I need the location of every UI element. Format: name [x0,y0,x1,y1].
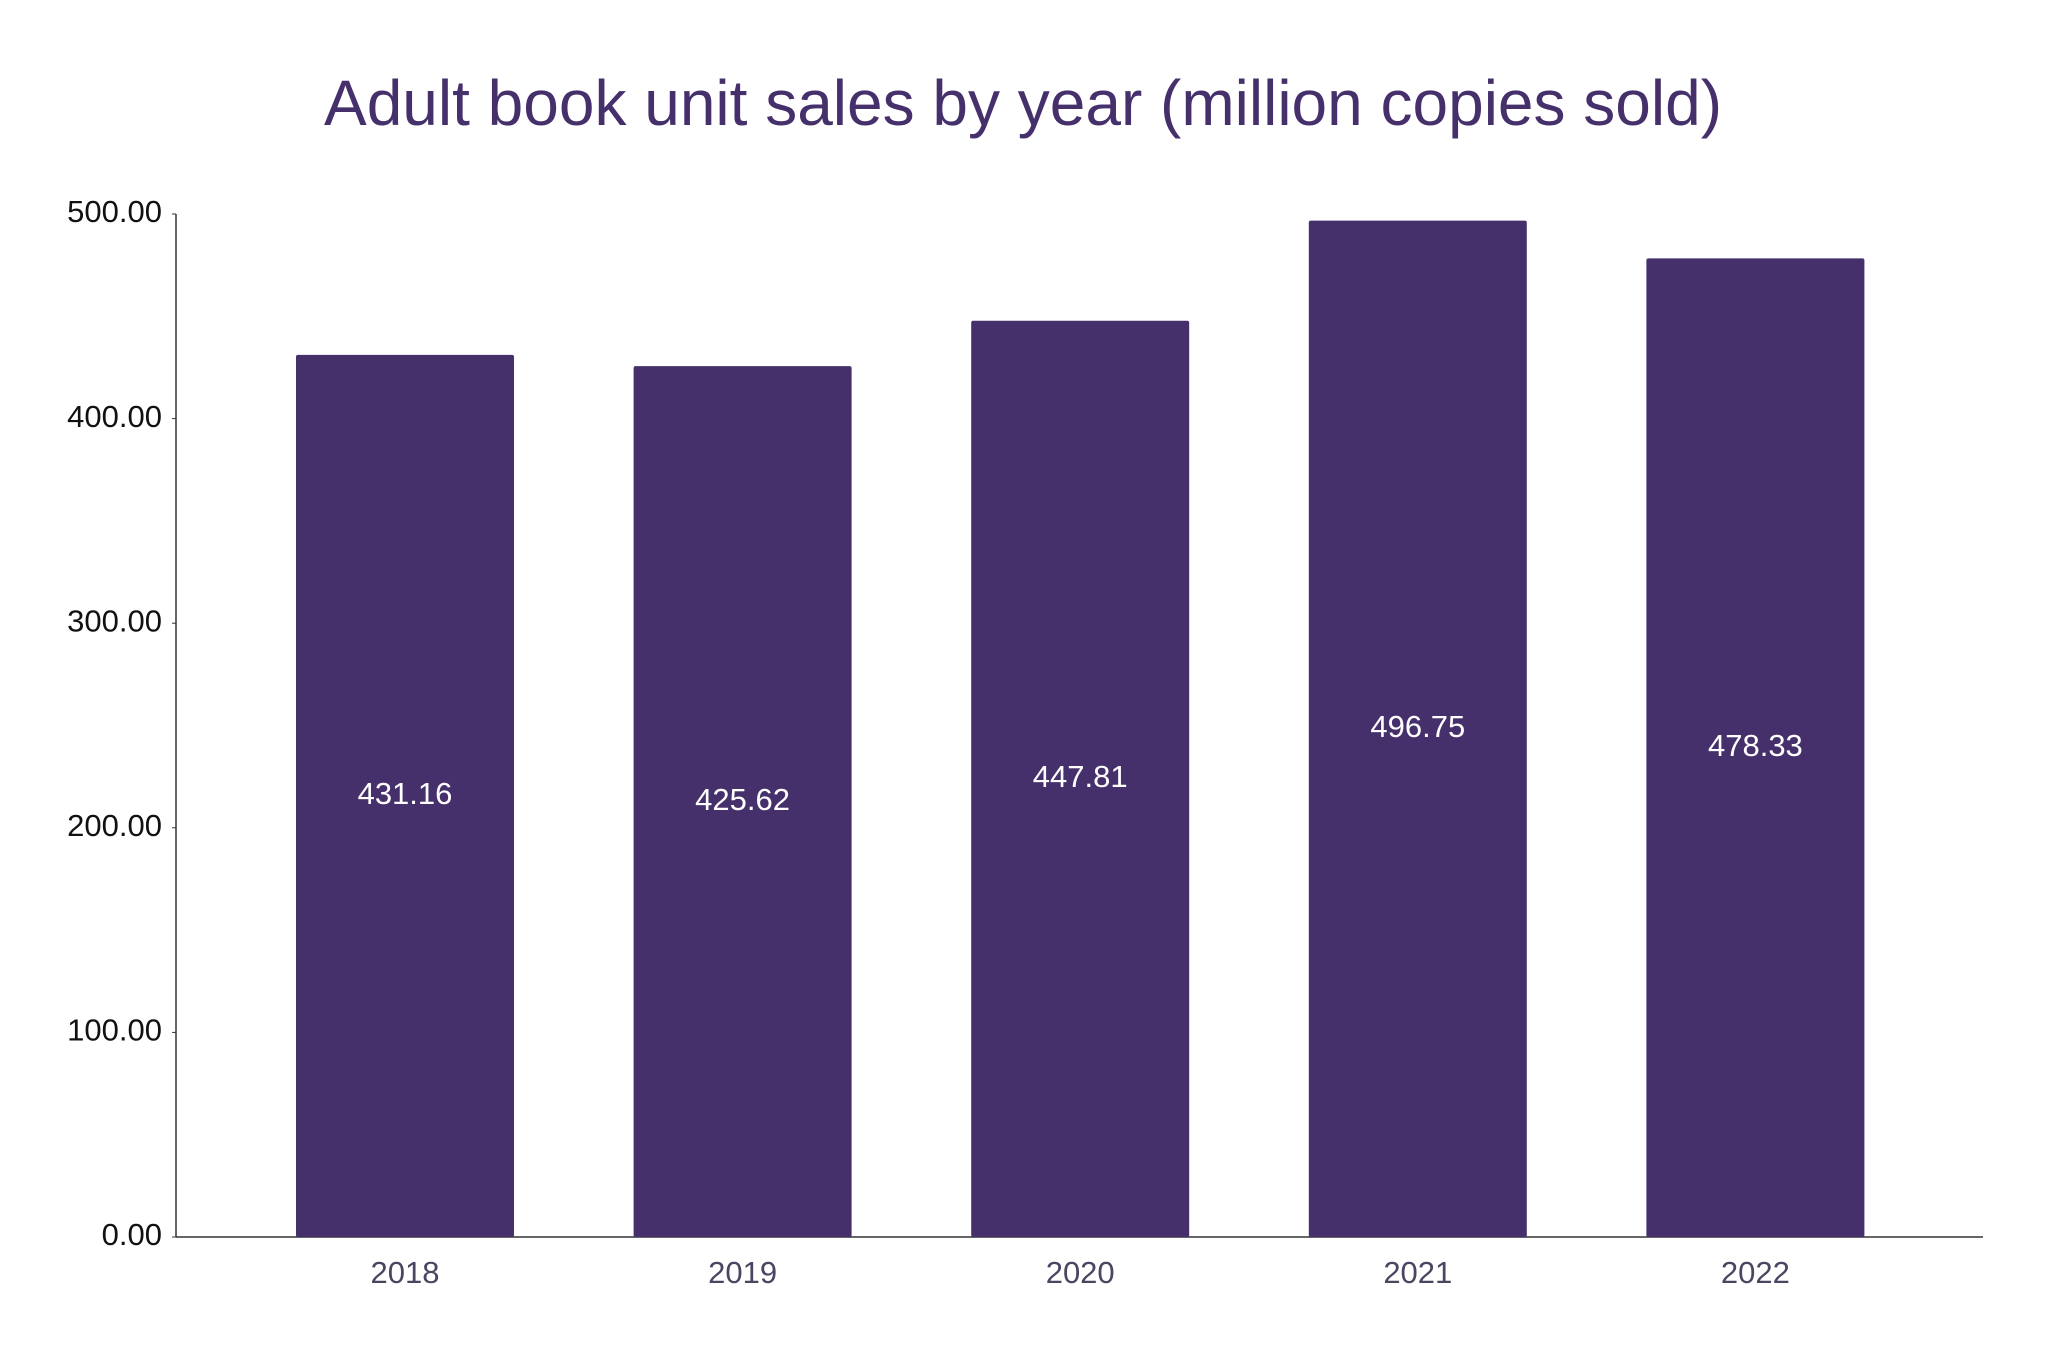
y-tick-label: 300.00 [67,603,162,638]
chart-title: Adult book unit sales by year (million c… [324,67,1722,139]
x-tick-label: 2021 [1383,1255,1452,1290]
x-tick-label: 2022 [1721,1255,1790,1290]
bar [1308,220,1527,1237]
bar [1646,258,1865,1238]
value-label: 478.33 [1708,728,1803,763]
x-tick-label: 2019 [708,1255,777,1290]
x-tick-label: 2018 [371,1255,440,1290]
y-tick-label: 500.00 [67,194,162,229]
value-label: 425.62 [695,782,790,817]
value-label: 447.81 [1033,759,1128,794]
y-tick-label: 400.00 [67,399,162,434]
bar [971,320,1190,1237]
x-tick-label: 2020 [1046,1255,1115,1290]
bar [633,366,852,1237]
y-tick-label: 200.00 [67,808,162,843]
value-label: 431.16 [358,776,453,811]
y-tick-label: 100.00 [67,1013,162,1048]
bar [296,354,514,1237]
y-tick-label: 0.00 [102,1217,162,1252]
value-label: 496.75 [1370,709,1465,744]
